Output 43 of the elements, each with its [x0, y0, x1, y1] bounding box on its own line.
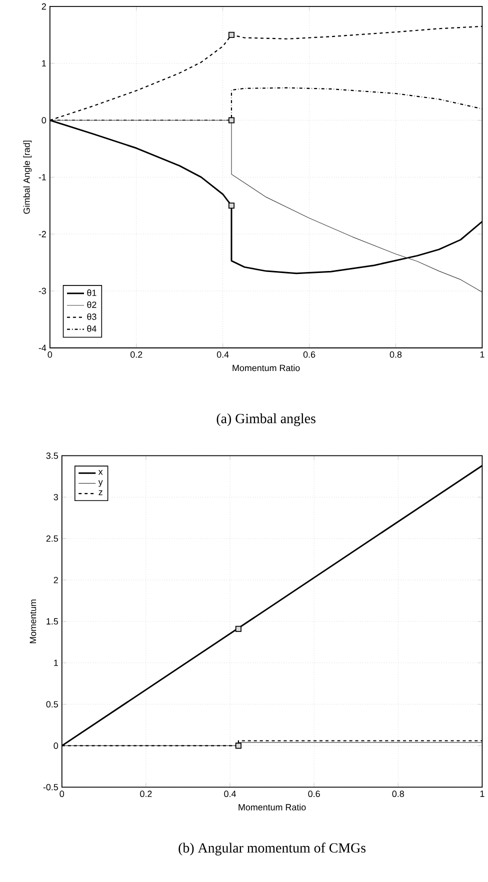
y-tick-label: -0.5 [43, 784, 58, 790]
y-axis-title: Momentum [30, 600, 36, 644]
x-axis-title: Momentum Ratio [238, 804, 306, 810]
y-tick-label: 0.5 [46, 701, 58, 708]
legend-label: y [98, 480, 103, 487]
x-tick-label: 0.8 [392, 790, 404, 798]
x-tick-label: 0.6 [308, 790, 320, 798]
y-tick-label: 2 [54, 576, 58, 584]
point [228, 202, 235, 209]
y-tick-label: 0 [54, 742, 58, 749]
x-tick-label: 1 [480, 790, 484, 797]
x-tick-label: 0.8 [390, 351, 402, 358]
x-tick-label: 0.4 [224, 790, 236, 798]
y-tick-label: 3.5 [46, 452, 58, 459]
y-axis-title: Gimbal Angle [rad] [23, 140, 32, 214]
x-tick-label: 0.6 [303, 351, 316, 358]
x-axis-title: Momentum Ratio [232, 364, 300, 372]
legend-label: x [98, 470, 103, 475]
legend-label: θ4 [87, 325, 96, 332]
y-tick-label: 3 [54, 494, 58, 500]
x-tick-label: 0 [60, 790, 64, 798]
y-tick-label: -3 [38, 288, 46, 294]
x-tick-label: 0.2 [130, 351, 142, 358]
x-tick-label: 1 [480, 351, 484, 358]
legend-label: θ2 [87, 301, 96, 308]
legend-label: θ3 [87, 313, 96, 320]
y-tick-label: 1 [54, 660, 58, 666]
text: (b) Angular momentum of CMGs [178, 842, 366, 856]
point [228, 32, 235, 38]
y-tick-label: -1 [38, 174, 46, 180]
legend-label: z [98, 490, 102, 496]
text: (a) Gimbal angles [216, 413, 316, 426]
x-tick-label: 0.2 [140, 790, 152, 798]
y-tick-label: 0 [42, 117, 46, 124]
y-tick-label: 2.5 [46, 535, 58, 542]
x-tick-label: 0.4 [216, 351, 229, 358]
y-tick-label: 2 [42, 3, 46, 10]
point [228, 117, 235, 124]
y-tick-label: -4 [38, 344, 46, 351]
legend-label: θ1 [87, 289, 96, 296]
y-tick-label: -2 [38, 230, 46, 238]
y-tick-label: 1.5 [46, 618, 58, 625]
y-tick-label: 1 [42, 60, 46, 66]
